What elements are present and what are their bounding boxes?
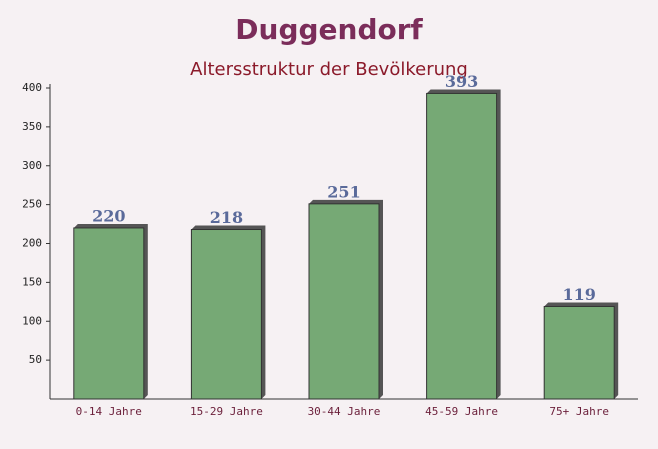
value-label: 119 — [562, 285, 595, 304]
x-tick-label: 15-29 Jahre — [190, 405, 263, 418]
x-tick-label: 45-59 Jahre — [425, 405, 498, 418]
chart-title: Duggendorf — [235, 13, 423, 46]
y-tick-label: 400 — [22, 81, 42, 94]
chart-subtitle: Altersstruktur der Bevölkerung — [190, 59, 468, 80]
bar — [190, 229, 262, 400]
bar — [308, 203, 380, 400]
y-tick-label: 300 — [22, 159, 42, 172]
y-tick-label: 200 — [22, 237, 42, 250]
y-tick-label: 250 — [22, 198, 42, 211]
bar — [73, 227, 145, 400]
x-tick-label: 0-14 Jahre — [76, 405, 142, 418]
x-tick-label: 30-44 Jahre — [308, 405, 381, 418]
bar — [426, 92, 498, 400]
value-label: 218 — [210, 208, 243, 227]
bar — [543, 305, 615, 400]
y-tick-label: 50 — [29, 353, 42, 366]
value-label: 393 — [445, 72, 478, 91]
x-tick-label: 75+ Jahre — [549, 405, 609, 418]
y-tick-label: 150 — [22, 275, 42, 288]
y-tick-label: 100 — [22, 314, 42, 327]
value-label: 251 — [327, 182, 360, 201]
y-tick-label: 350 — [22, 120, 42, 133]
value-label: 220 — [92, 206, 125, 225]
